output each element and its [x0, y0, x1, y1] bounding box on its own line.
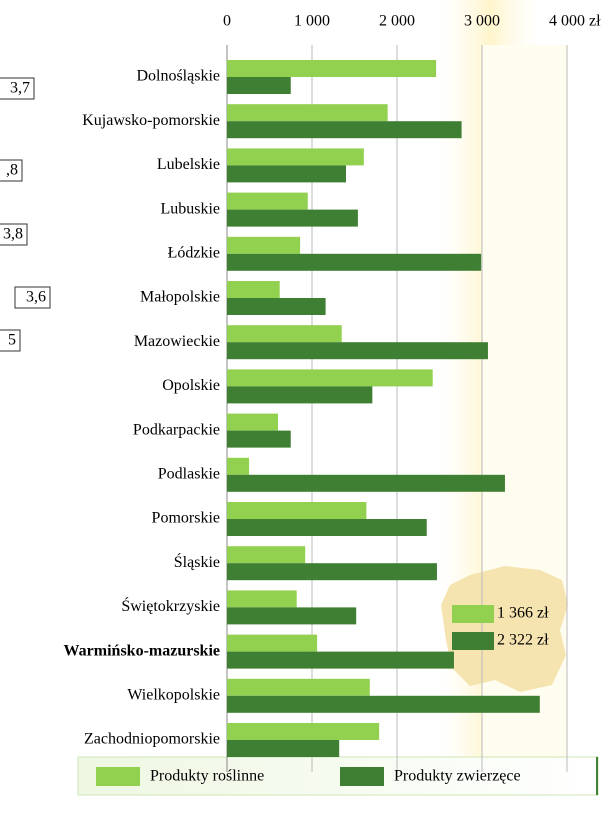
bar	[227, 148, 364, 166]
bar	[227, 546, 306, 564]
side-label: 3,8	[3, 226, 23, 243]
bar	[227, 651, 454, 669]
bar	[227, 192, 308, 210]
legend-label: Produkty zwierzęce	[394, 768, 521, 785]
side-box	[0, 77, 35, 100]
bar	[227, 325, 342, 343]
map-legend-label: 1 366 zł	[497, 605, 549, 622]
side-box	[0, 159, 23, 182]
bar	[227, 695, 540, 713]
side-label: 3,6	[26, 289, 46, 306]
bar	[227, 457, 250, 475]
y-tick-label: Podlaskie	[158, 465, 220, 482]
y-tick-label: Opolskie	[162, 377, 220, 394]
x-tick-label: 0	[223, 13, 231, 30]
y-tick-label: Łódzkie	[168, 244, 220, 261]
x-tick-label: 2 000	[379, 13, 415, 30]
bar	[227, 519, 427, 536]
map-legend-swatch	[452, 632, 494, 650]
y-tick-label: Dolnośląskie	[136, 68, 220, 85]
side-box	[0, 223, 28, 246]
x-tick-label: 4 000 zł	[549, 13, 601, 30]
bar	[227, 607, 357, 625]
y-tick-label: Kujawsko-pomorskie	[82, 112, 220, 129]
y-tick-label: Mazowieckie	[134, 333, 220, 350]
y-tick-label: Warmińsko-mazurskie	[64, 642, 220, 659]
y-tick-label: Pomorskie	[152, 510, 220, 527]
bar	[227, 165, 346, 183]
bar	[227, 502, 367, 519]
legend-swatch	[96, 767, 140, 786]
legend-box	[77, 756, 599, 796]
bar	[227, 386, 373, 404]
side-label: 3,7	[10, 80, 30, 97]
bar	[227, 209, 358, 227]
bar	[227, 590, 297, 608]
poland-map	[441, 566, 568, 692]
bar	[227, 678, 370, 696]
bar	[227, 430, 291, 448]
side-label: 5	[8, 332, 16, 349]
map-legend-label: 2 322 zł	[497, 632, 549, 649]
bar	[227, 298, 326, 315]
x-tick-label: 3 000	[464, 13, 500, 30]
bar	[227, 723, 380, 740]
bar	[227, 281, 280, 298]
legend-swatch	[340, 767, 384, 786]
bar	[227, 60, 437, 77]
side-label: ,8	[6, 162, 18, 179]
y-tick-label: Świętokrzyskie	[121, 596, 220, 615]
bar	[227, 121, 462, 139]
x-tick-label: 1 000	[294, 13, 330, 30]
y-tick-label: Śląskie	[174, 552, 220, 571]
bar	[227, 563, 437, 581]
bar	[227, 77, 291, 94]
map-legend-swatch	[452, 605, 494, 623]
bar	[227, 236, 301, 254]
side-box	[0, 329, 21, 352]
y-tick-label: Małopolskie	[140, 289, 220, 306]
y-tick-label: Podkarpackie	[133, 421, 220, 438]
bar	[227, 369, 433, 387]
y-tick-label: Lubelskie	[157, 156, 220, 173]
bar	[227, 104, 388, 122]
y-tick-label: Lubuskie	[160, 200, 220, 217]
y-tick-label: Zachodniopomorskie	[84, 731, 220, 748]
y-tick-label: Wielkopolskie	[127, 686, 220, 703]
bar	[227, 253, 482, 271]
bar	[227, 413, 278, 431]
bar	[227, 342, 488, 360]
bar	[227, 474, 505, 492]
legend-label: Produkty roślinne	[150, 768, 264, 785]
bar	[227, 634, 318, 652]
bar	[227, 740, 340, 757]
side-box	[14, 286, 51, 309]
